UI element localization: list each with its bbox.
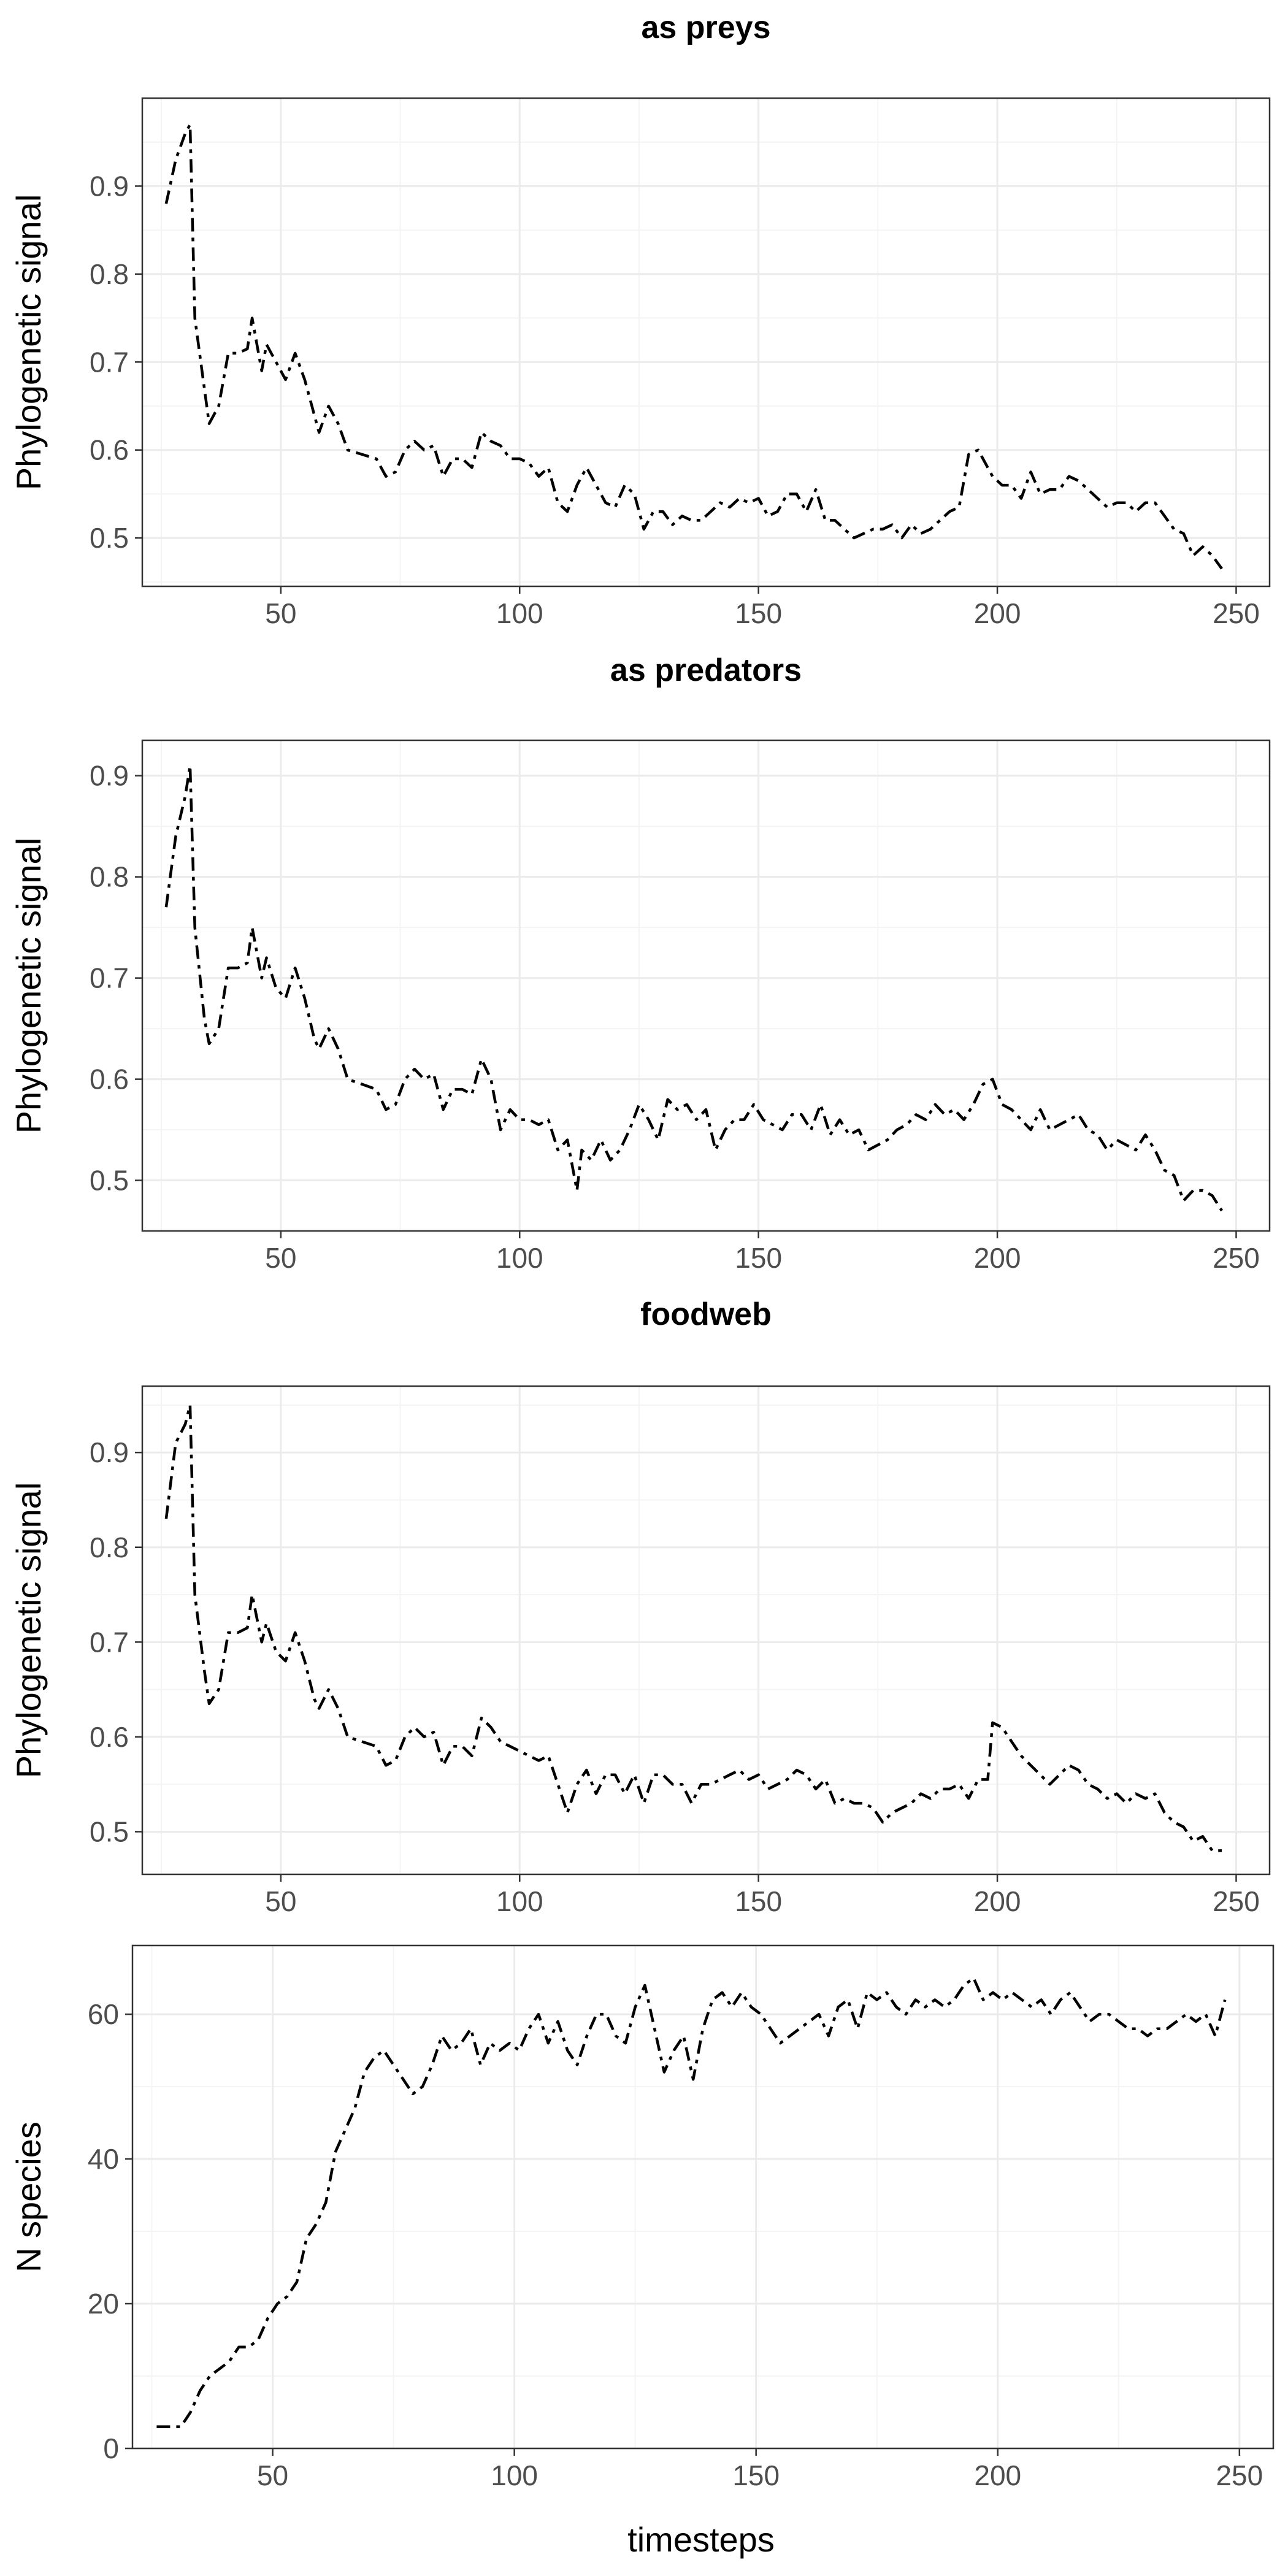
panel-title: foodweb xyxy=(640,1297,772,1332)
y-tick-label: 0.5 xyxy=(90,1815,129,1847)
x-tick-label: 200 xyxy=(974,597,1021,629)
x-tick-label: 50 xyxy=(265,1242,296,1274)
y-tick-label: 0.5 xyxy=(90,1165,129,1197)
y-tick-label: 0.8 xyxy=(90,1531,129,1563)
panel-foodweb: 50 100 150 200 250 0.5 0.6 0.7 0.8 0.9 Phylogeneti… xyxy=(9,1297,1271,1917)
y-tick-label: 0.9 xyxy=(90,170,129,202)
x-tick-label: 250 xyxy=(1216,2459,1263,2491)
x-tick-label: 200 xyxy=(974,1885,1021,1917)
y-tick-label: 0.7 xyxy=(90,1626,129,1658)
y-tick-label: 0 xyxy=(103,2432,119,2464)
panel-border xyxy=(141,1385,1271,1876)
x-tick-label: 50 xyxy=(265,1885,296,1917)
y-tick-label: 0.9 xyxy=(90,760,129,792)
y-tick-label: 0.8 xyxy=(90,861,129,893)
y-axis-title: N species xyxy=(9,2122,48,2272)
panel-as-preys: 50 100 150 200 250 0.5 0.6 0.7 0.8 0.9 Phylogeneti… xyxy=(9,10,1271,629)
x-tick-label: 100 xyxy=(496,597,543,629)
x-tick-label: 150 xyxy=(735,1242,782,1274)
x-tick-label: 100 xyxy=(496,1242,543,1274)
x-tick-label: 150 xyxy=(735,1885,782,1917)
panel-border xyxy=(141,97,1271,588)
panel-n-species: 50 100 150 200 250 0 20 40 60 N species xyxy=(9,1944,1275,2491)
y-tick-label: 0.6 xyxy=(90,1064,129,1095)
y-tick-label: 0.5 xyxy=(90,522,129,554)
x-tick-label: 200 xyxy=(974,1242,1021,1274)
y-tick-label: 0.6 xyxy=(90,1721,129,1753)
panel-border xyxy=(141,739,1271,1232)
series-line xyxy=(156,1976,1227,2428)
panel-title: as preys xyxy=(641,10,770,45)
x-axis-title: timesteps xyxy=(627,2520,775,2559)
series-line xyxy=(164,1403,1222,1852)
y-tick-label: 20 xyxy=(88,2288,119,2320)
series-line xyxy=(164,123,1223,570)
x-tick-label: 50 xyxy=(257,2459,288,2491)
y-tick-label: 0.8 xyxy=(90,258,129,290)
y-tick-label: 0.7 xyxy=(90,962,129,994)
y-tick-label: 60 xyxy=(88,1998,119,2030)
x-tick-label: 150 xyxy=(732,2459,780,2491)
y-axis-title: Phylogenetic signal xyxy=(9,194,48,491)
x-tick-label: 250 xyxy=(1213,1885,1260,1917)
panel-title: as predators xyxy=(610,653,802,688)
y-axis-title: Phylogenetic signal xyxy=(9,1482,48,1779)
x-tick-label: 100 xyxy=(496,1885,543,1917)
series-line xyxy=(164,764,1224,1212)
x-tick-label: 50 xyxy=(265,597,296,629)
x-tick-label: 250 xyxy=(1213,1242,1260,1274)
x-tick-label: 150 xyxy=(735,597,782,629)
x-tick-label: 100 xyxy=(491,2459,538,2491)
panel-as-predators: 50 100 150 200 250 0.5 0.6 0.7 0.8 0.9 Phylogeneti… xyxy=(9,653,1271,1274)
x-tick-label: 250 xyxy=(1213,597,1260,629)
panel-border xyxy=(131,1944,1275,2450)
y-tick-label: 0.6 xyxy=(90,434,129,466)
y-tick-label: 0.7 xyxy=(90,346,129,378)
y-tick-label: 40 xyxy=(88,2143,119,2175)
x-tick-label: 200 xyxy=(974,2459,1021,2491)
y-axis-title: Phylogenetic signal xyxy=(9,838,48,1134)
y-tick-label: 0.9 xyxy=(90,1436,129,1468)
